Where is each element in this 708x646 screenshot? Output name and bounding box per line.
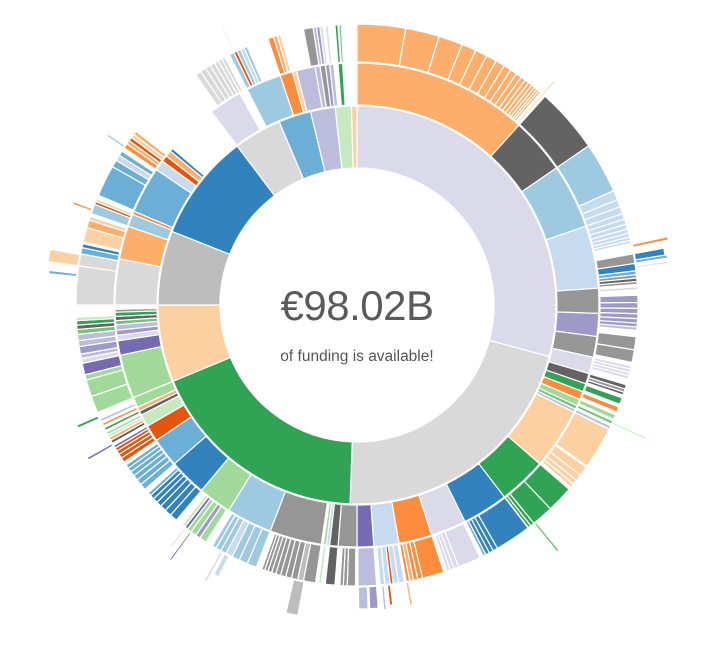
sunburst-segment[interactable] [590,365,630,380]
sunburst-segment[interactable] [555,287,600,315]
sunburst-segment[interactable] [75,265,118,306]
sunburst-segment[interactable] [168,531,193,562]
sunburst-segment[interactable] [103,410,141,432]
sunburst-segment[interactable] [337,62,346,107]
sunburst-segment[interactable] [434,533,452,572]
sunburst-segment[interactable] [212,553,230,578]
sunburst-segment[interactable] [317,545,327,585]
sunburst-segment[interactable] [132,130,167,159]
sunburst-ring-2 [114,62,600,548]
funding-caption: of funding is available! [280,348,434,365]
sunburst-segment[interactable] [465,520,487,557]
sunburst-segment[interactable] [334,24,342,64]
sunburst-ring-3 [75,23,639,587]
sunburst-segment[interactable] [99,402,137,423]
sunburst-segment[interactable] [220,56,244,93]
sunburst-segment[interactable] [356,503,375,548]
sunburst-segment[interactable] [319,25,329,65]
sunburst-segment[interactable] [86,443,114,461]
sunburst-ring-1 [157,105,557,505]
sunburst-segment[interactable] [578,399,617,421]
sunburst-segment[interactable] [88,215,128,233]
sunburst-segment[interactable] [71,200,93,212]
sunburst-segment[interactable] [516,79,556,125]
sunburst-segment[interactable] [598,323,638,332]
sunburst-segment[interactable] [634,254,669,264]
sunburst-segment[interactable] [211,512,236,549]
sunburst-segment[interactable] [635,260,669,269]
sunburst-segment[interactable] [592,239,632,253]
sunburst-segment[interactable] [338,23,345,64]
total-funding-amount: €98.02B [280,282,434,329]
sunburst-segment[interactable] [405,581,414,607]
sunburst-segment[interactable] [112,425,149,449]
sunburst-segment[interactable] [576,404,614,425]
sunburst-segment[interactable] [631,235,669,249]
sunburst-segment[interactable] [94,198,133,217]
sunburst-segment[interactable] [356,23,407,67]
sunburst-segment[interactable] [356,105,557,358]
sunburst-segment[interactable] [586,379,625,396]
sunburst-segment[interactable] [285,579,305,617]
sunburst-segment[interactable] [513,89,542,122]
sunburst-segment[interactable] [114,307,158,313]
sunburst-segment[interactable] [75,415,100,429]
sunburst-segment[interactable] [181,494,209,528]
sunburst-segment[interactable] [221,26,236,53]
sunburst-segment[interactable] [81,242,121,257]
sunburst-segment[interactable] [580,392,620,413]
sunburst-segment[interactable] [357,586,369,610]
sunburst-segment[interactable] [276,33,292,73]
sunburst-segment[interactable] [541,459,575,488]
sunburst-segment[interactable] [611,421,647,441]
sunburst-segment[interactable] [555,411,610,468]
sunburst-segment[interactable] [380,585,387,611]
sunburst-segment[interactable] [599,294,639,304]
sunburst-segment[interactable] [376,546,386,586]
sunburst-segment[interactable] [101,406,139,427]
sunburst-segment[interactable] [324,24,333,65]
sunburst-segment[interactable] [169,526,187,549]
sunburst-segment[interactable] [328,63,339,107]
sunburst-segment[interactable] [598,280,638,288]
sunburst-segment[interactable] [210,92,261,147]
sunburst-segment[interactable] [125,442,161,470]
sunburst-segment[interactable] [533,521,561,553]
sunburst-segment[interactable] [203,550,224,583]
sunburst-segment[interactable] [598,286,639,293]
sunburst-segment[interactable] [583,384,623,406]
sunburst-segment[interactable] [47,269,78,278]
sunburst-segment[interactable] [47,248,81,267]
sunburst-segment[interactable] [350,105,358,169]
sunburst-segment[interactable] [105,133,126,149]
sunburst-segment[interactable] [324,545,339,586]
sunburst-segment[interactable] [169,147,206,179]
sunburst-segment[interactable] [105,414,143,436]
sunburst-ring-4 [47,26,669,617]
sunburst-segment[interactable] [339,546,346,587]
sunburst-segment[interactable] [386,584,394,606]
sunburst-segment[interactable] [368,585,379,610]
sunburst-segment[interactable] [594,343,636,364]
sunburst-segment[interactable] [357,546,378,587]
sunburst-segment[interactable] [75,314,116,322]
sunburst-segment[interactable] [398,542,411,583]
sunburst-segment[interactable] [147,466,180,497]
sunburst-segment[interactable] [243,45,263,84]
sunburst-segment[interactable] [261,532,278,572]
sunburst-segment[interactable] [118,150,155,177]
sunburst-segment[interactable] [322,502,333,546]
